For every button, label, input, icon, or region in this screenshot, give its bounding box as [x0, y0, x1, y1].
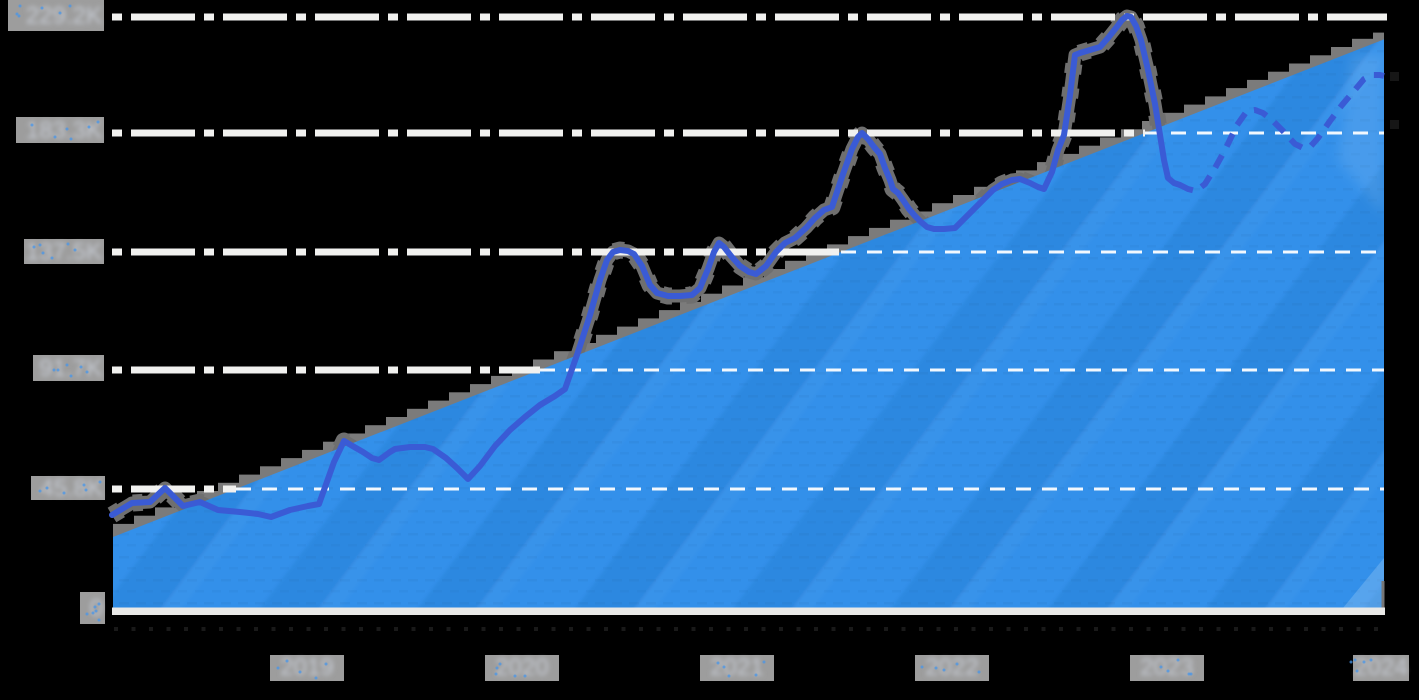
svg-text:2021: 2021 — [710, 654, 763, 681]
svg-text:91.7K: 91.7K — [39, 355, 102, 382]
svg-text:2022: 2022 — [925, 654, 978, 681]
svg-text:2019: 2019 — [280, 654, 333, 681]
svg-text:2020: 2020 — [495, 654, 548, 681]
svg-text:2024: 2024 — [1354, 654, 1407, 681]
svg-text:45.8K: 45.8K — [40, 475, 103, 502]
svg-text:137.5K: 137.5K — [26, 239, 102, 266]
svg-text:183.3K: 183.3K — [26, 117, 102, 144]
svg-text:229.2K: 229.2K — [26, 3, 102, 30]
svg-text:2023: 2023 — [1140, 654, 1193, 681]
svg-text:0: 0 — [90, 595, 103, 622]
